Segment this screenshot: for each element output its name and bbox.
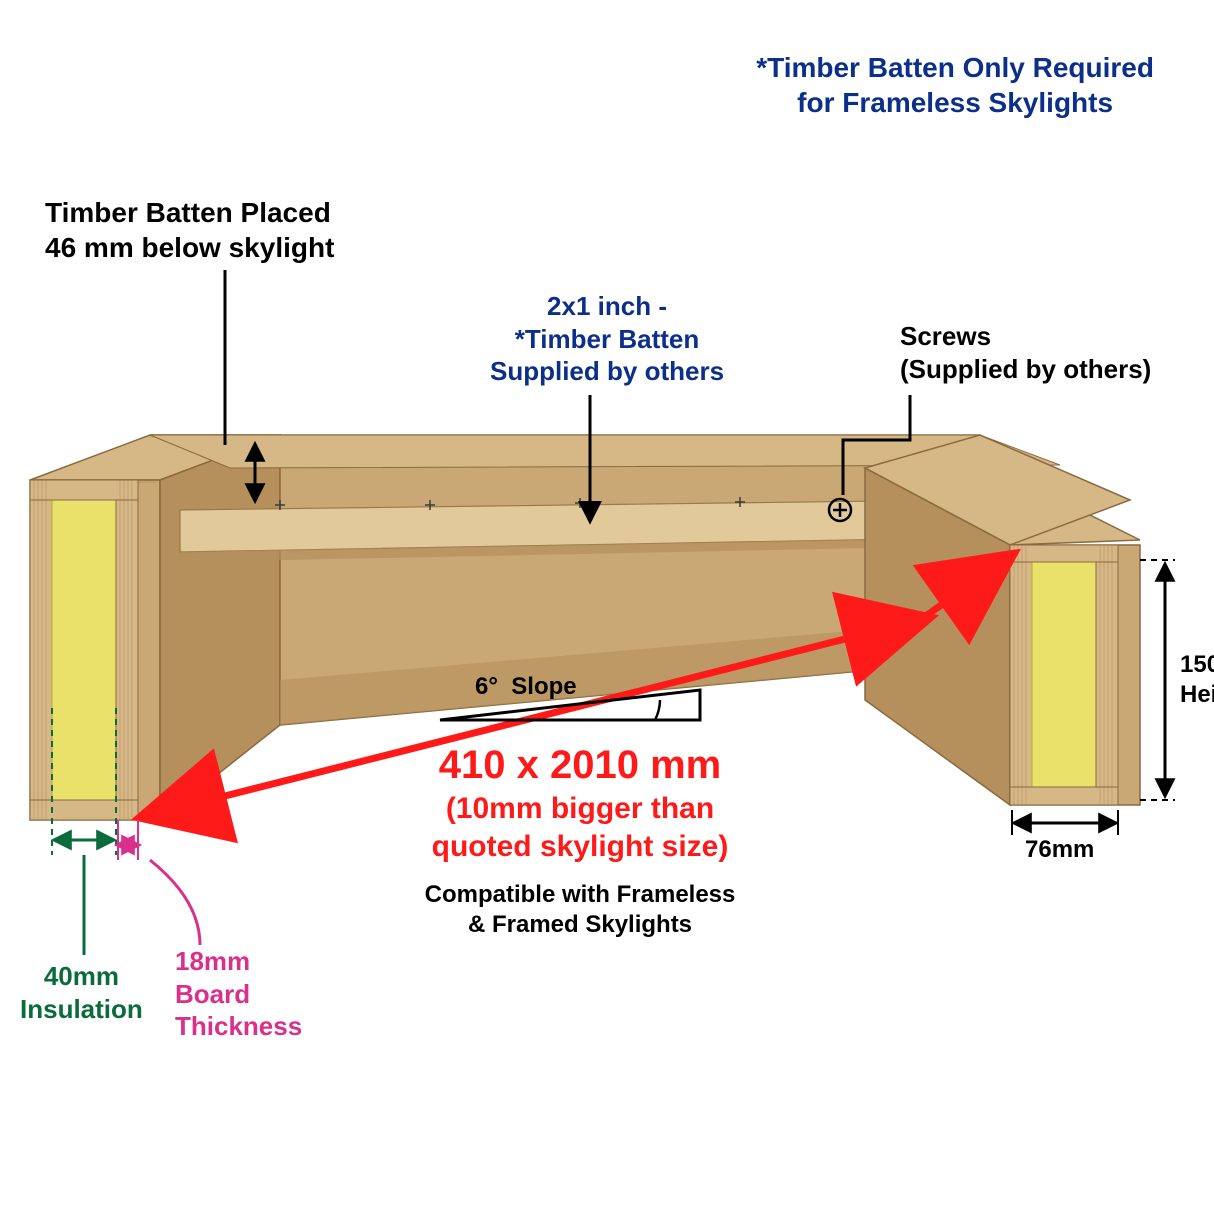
width76-dimension	[1012, 810, 1118, 835]
insulation-label: 40mm Insulation	[20, 960, 143, 1025]
board-dimension	[118, 820, 200, 945]
batten-spec-label: 2x1 inch - *Timber Batten Supplied by ot…	[490, 290, 724, 388]
main-dimension-sub: (10mm bigger than quoted skylight size)	[390, 790, 770, 865]
left-leg	[30, 435, 280, 820]
main-dimension: 410 x 2010 mm	[360, 740, 800, 790]
compat-label: Compatible with Frameless & Framed Skyli…	[400, 880, 760, 940]
top-note: *Timber Batten Only Required for Framele…	[756, 50, 1154, 120]
batten-placed-label: Timber Batten Placed 46 mm below skyligh…	[45, 195, 334, 265]
height-label: 150mm Height	[1180, 650, 1214, 710]
height-dimension	[1140, 560, 1175, 800]
slope-label: 6° Slope	[475, 672, 577, 702]
board-label: 18mm Board Thickness	[175, 945, 302, 1043]
width76-label: 76mm	[1025, 835, 1094, 865]
screws-label: Screws (Supplied by others)	[900, 320, 1151, 385]
